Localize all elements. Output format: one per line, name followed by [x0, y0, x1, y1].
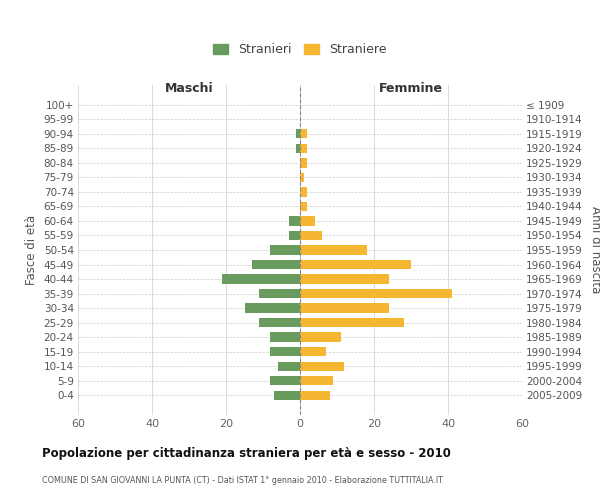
- Y-axis label: Anni di nascita: Anni di nascita: [589, 206, 600, 294]
- Bar: [259, 289, 300, 298]
- Bar: [300, 289, 452, 298]
- Bar: [300, 260, 411, 269]
- Bar: [300, 144, 307, 153]
- Bar: [300, 347, 326, 356]
- Bar: [271, 376, 300, 386]
- Bar: [289, 216, 300, 226]
- Text: Maschi: Maschi: [164, 82, 214, 94]
- Bar: [278, 362, 300, 371]
- Bar: [300, 318, 404, 328]
- Bar: [300, 172, 304, 182]
- Bar: [300, 216, 315, 226]
- Bar: [296, 144, 300, 153]
- Bar: [300, 362, 344, 371]
- Text: COMUNE DI SAN GIOVANNI LA PUNTA (CT) - Dati ISTAT 1° gennaio 2010 - Elaborazione: COMUNE DI SAN GIOVANNI LA PUNTA (CT) - D…: [42, 476, 443, 485]
- Bar: [300, 332, 341, 342]
- Bar: [296, 129, 300, 138]
- Bar: [259, 318, 300, 328]
- Bar: [300, 202, 307, 211]
- Bar: [300, 274, 389, 284]
- Text: Femmine: Femmine: [379, 82, 443, 94]
- Bar: [300, 390, 329, 400]
- Text: Popolazione per cittadinanza straniera per età e sesso - 2010: Popolazione per cittadinanza straniera p…: [42, 448, 451, 460]
- Bar: [300, 231, 322, 240]
- Bar: [245, 304, 300, 313]
- Y-axis label: Fasce di età: Fasce di età: [25, 215, 38, 285]
- Bar: [271, 246, 300, 254]
- Bar: [223, 274, 300, 284]
- Bar: [300, 129, 307, 138]
- Bar: [289, 231, 300, 240]
- Bar: [300, 376, 334, 386]
- Bar: [300, 304, 389, 313]
- Bar: [271, 347, 300, 356]
- Bar: [274, 390, 300, 400]
- Bar: [300, 187, 307, 196]
- Bar: [271, 332, 300, 342]
- Legend: Stranieri, Straniere: Stranieri, Straniere: [208, 38, 392, 62]
- Bar: [252, 260, 300, 269]
- Bar: [300, 246, 367, 254]
- Bar: [300, 158, 307, 168]
